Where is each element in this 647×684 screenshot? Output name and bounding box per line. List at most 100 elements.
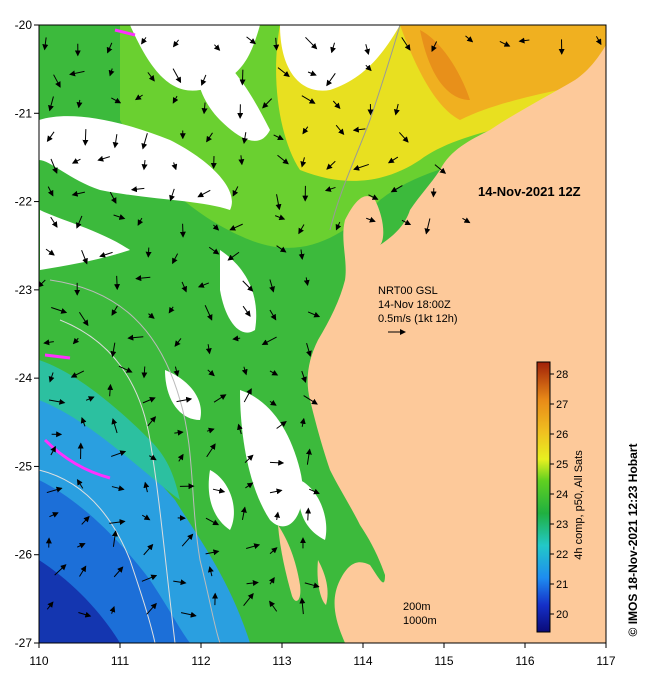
current-arrow — [243, 592, 254, 607]
colorbar-tick-label: 24 — [556, 489, 568, 501]
current-arrow — [111, 97, 122, 104]
current-arrow — [141, 574, 158, 582]
current-arrow — [141, 37, 147, 45]
current-arrow — [205, 549, 220, 556]
current-source-label: NRT00 GSL — [378, 285, 438, 297]
current-arrow — [45, 248, 55, 256]
colorbar-tick-label: 21 — [556, 579, 568, 591]
flag-marks — [44, 353, 71, 360]
x-tick-label: 114 — [353, 654, 372, 668]
cloud-patch — [208, 470, 234, 530]
colorbar — [536, 361, 551, 633]
colorbar-tick-label: 20 — [556, 609, 568, 621]
current-arrow — [206, 132, 213, 143]
current-arrow — [50, 158, 58, 174]
current-arrow — [81, 515, 90, 525]
current-arrow — [274, 214, 286, 221]
current-arrow — [368, 194, 379, 200]
coldest-water-zone — [39, 560, 120, 643]
current-arrow — [232, 335, 241, 342]
current-arrow — [390, 185, 403, 193]
current-arrow — [143, 543, 154, 556]
current-arrow — [78, 311, 89, 327]
current-arrow — [78, 611, 92, 618]
depth-label-1000m: 1000m — [403, 615, 437, 627]
current-arrow — [499, 41, 511, 47]
timestamp-label: 14-Nov-2021 12Z — [478, 184, 581, 199]
current-arrow — [353, 163, 369, 171]
current-arrow — [48, 398, 66, 405]
orange-zone — [400, 25, 606, 120]
current-arrow — [172, 253, 179, 265]
current-arrow — [50, 445, 56, 456]
current-arrow — [302, 126, 309, 135]
current-arrow — [53, 74, 61, 88]
current-arrow — [244, 454, 254, 463]
current-arrow — [109, 605, 116, 614]
current-arrow — [387, 156, 399, 164]
cloud-patch — [240, 390, 303, 527]
colorbar-tick-label: 27 — [556, 399, 568, 411]
current-arrow — [273, 37, 280, 51]
current-arrow — [269, 369, 279, 376]
current-arrow — [97, 155, 110, 162]
flag-marks — [114, 28, 136, 37]
current-arrow — [109, 519, 126, 526]
current-scale-label: 0.5m/s (1kt 12h) — [378, 313, 457, 325]
x-tick-label: 115 — [434, 654, 453, 668]
current-arrow — [269, 279, 275, 293]
current-arrow — [69, 70, 85, 77]
current-arrow — [277, 154, 289, 165]
current-arrow — [142, 397, 156, 404]
current-arrow — [147, 72, 155, 82]
current-arrow — [48, 96, 54, 112]
current-arrow — [127, 334, 144, 341]
current-arrow — [213, 44, 221, 51]
current-arrow — [51, 307, 68, 314]
flag-marks — [43, 438, 111, 480]
current-arrow — [143, 481, 150, 493]
current-arrow — [173, 366, 180, 377]
current-arrow — [168, 306, 175, 314]
teal-band — [39, 360, 180, 500]
current-arrow — [275, 194, 282, 211]
current-arrow — [111, 530, 118, 547]
current-arrow — [107, 383, 114, 397]
current-arrow — [54, 564, 67, 576]
current-arrow — [76, 99, 83, 109]
current-arrow — [431, 41, 438, 52]
current-arrow — [49, 512, 59, 518]
current-arrow — [111, 418, 118, 434]
current-arrow — [206, 427, 215, 434]
current-arrow — [335, 221, 342, 231]
current-arrow — [46, 486, 63, 494]
current-arrow — [352, 126, 366, 133]
cloud-patch — [40, 210, 130, 270]
current-arrow — [232, 186, 239, 197]
current-arrow — [268, 577, 275, 585]
current-arrow — [174, 429, 184, 436]
current-arrow — [181, 533, 194, 547]
current-arrow — [172, 95, 179, 104]
current-arrow — [46, 131, 55, 142]
cloud-patch — [298, 480, 327, 540]
cloud-patch — [39, 116, 232, 210]
current-arrow — [307, 70, 317, 77]
depth-label-200m: 200m — [403, 601, 431, 613]
current-arrow — [42, 37, 49, 51]
current-arrow — [201, 102, 208, 115]
current-arrow — [262, 98, 273, 109]
current-arrow — [276, 421, 287, 429]
current-arrow — [171, 162, 178, 171]
current-arrow — [324, 186, 336, 192]
land-mass — [307, 25, 606, 643]
y-tick-label: -22 — [15, 195, 33, 209]
current-arrow — [299, 597, 306, 615]
y-tick-label: -27 — [15, 636, 33, 650]
current-arrow — [246, 543, 261, 550]
current-arrow — [114, 275, 121, 291]
current-arrow — [306, 343, 312, 357]
current-arrow — [207, 369, 215, 377]
current-arrow — [145, 247, 152, 258]
current-arrow — [303, 277, 310, 287]
